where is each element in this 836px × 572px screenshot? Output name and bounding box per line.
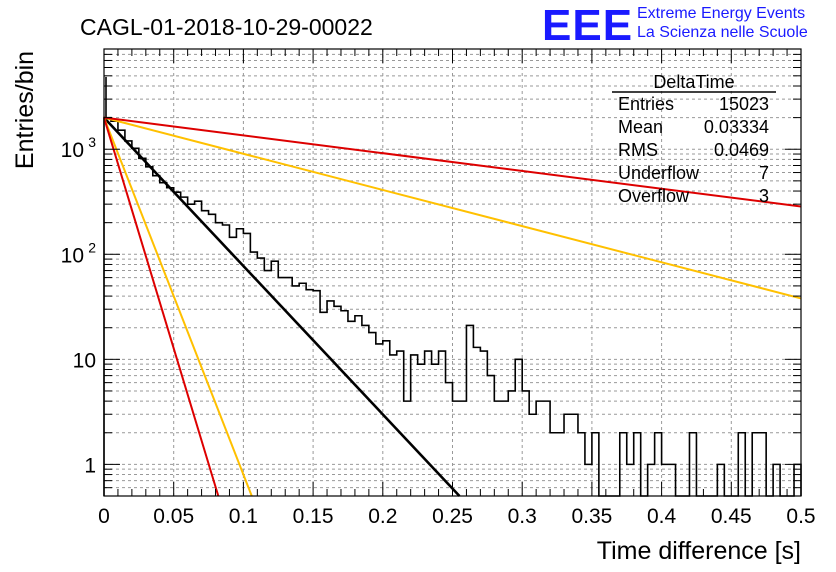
x-tick-label: 0.35 [571,505,612,528]
histogram [103,77,802,497]
fit-curve [103,116,461,497]
x-tick-label: 0.5 [786,505,815,528]
stats-label: Mean [618,117,663,137]
fit-curve [103,117,253,497]
stats-value: 7 [759,163,769,183]
logo-line-1: Extreme Energy Events [637,5,805,22]
logo-line-2: La Scienza nelle Scuole [637,24,808,41]
x-tick-label: 0.1 [229,505,258,528]
histogram-outline [103,116,802,497]
stats-label: Overflow [618,186,690,206]
eee-logo-text: EEE [542,1,633,50]
y-tick-label: 10 [61,244,84,267]
x-tick-label: 0 [98,505,110,528]
stats-value: 15023 [719,94,769,114]
x-tick-label: 0.25 [432,505,473,528]
stats-label: Entries [618,94,674,114]
fit-curve [103,116,802,208]
stats-label: Underflow [618,163,700,183]
stats-value: 0.03334 [704,117,769,137]
y-tick-exponent: 3 [88,134,96,150]
eee-logo: EEE Extreme Energy Events La Scienza nel… [542,1,808,50]
x-tick-label: 0.05 [153,505,194,528]
x-tick-label: 0.2 [368,505,397,528]
x-tick-label: 0.4 [647,505,677,528]
x-tick-label: 0.45 [711,505,752,528]
grid-lines [104,49,801,496]
stats-label: RMS [618,140,658,160]
x-tick-label: 0.3 [508,505,537,528]
x-tick-label: 0.15 [293,505,334,528]
fit-curve [103,116,802,300]
stats-title: DeltaTime [653,72,734,92]
x-axis-ticks: 0 0.05 0.1 0.15 0.2 0.25 0.3 0.35 0.4 0.45 0.5 [98,49,816,528]
y-axis-label: Entries/bin [11,51,39,169]
stats-value: 0.0469 [714,140,769,160]
y-tick-label: 10 [61,139,84,162]
y-tick-label: 1 [84,454,96,477]
stats-value: 3 [759,186,769,206]
x-axis-label: Time difference [s] [597,537,801,565]
fit-curves [103,116,802,497]
run-title: CAGL-01-2018-10-29-00022 [80,14,373,40]
y-tick-label: 10 [73,349,96,372]
fit-curve [103,117,220,497]
y-tick-exponent: 2 [88,239,96,255]
